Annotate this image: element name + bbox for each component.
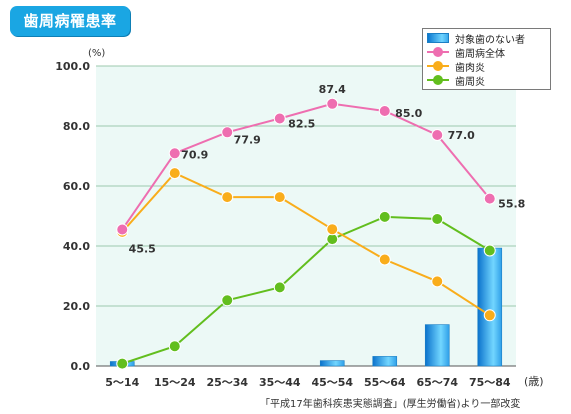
data-label-perio-total: 70.9 — [181, 148, 208, 161]
y-tick-label: 0.0 — [71, 360, 91, 373]
legend-label: 歯周炎 — [455, 76, 485, 88]
data-label-perio-total: 77.9 — [234, 133, 261, 146]
point-periodontitis — [483, 244, 496, 257]
x-tick-label: 75～84 — [469, 376, 511, 389]
point-gingivitis — [221, 191, 234, 204]
chart-title: 歯周病罹患率 — [23, 12, 117, 30]
x-tick-label: 15～24 — [154, 376, 196, 389]
bar-no-teeth — [477, 247, 503, 367]
point-perio-total — [378, 105, 391, 117]
point-perio-total — [483, 192, 496, 205]
legend-bar-swatch — [427, 33, 449, 43]
bar-no-teeth — [319, 360, 345, 367]
point-periodontitis — [378, 210, 391, 223]
point-perio-total — [273, 112, 286, 125]
data-label-perio-total: 55.8 — [498, 198, 525, 211]
point-perio-total — [116, 223, 129, 236]
legend-item-no-teeth: 対象歯のない者 — [427, 31, 525, 46]
legend-label: 対象歯のない者 — [455, 34, 525, 46]
point-perio-total — [431, 129, 444, 141]
x-tick-label: 55～64 — [364, 376, 406, 389]
point-perio-total — [326, 97, 339, 110]
x-tick-label: 45～54 — [311, 376, 353, 389]
line-gingivitis — [121, 171, 491, 317]
legend-label: 歯肉炎 — [455, 62, 485, 74]
point-gingivitis — [483, 309, 496, 322]
line-perio-total — [121, 102, 491, 231]
legend-line-swatch — [427, 61, 449, 71]
point-gingivitis — [326, 223, 339, 236]
point-periodontitis — [431, 213, 444, 225]
point-gingivitis — [168, 167, 181, 180]
data-label-perio-total: 77.0 — [448, 129, 475, 142]
plot-background — [96, 66, 516, 366]
bar-no-teeth — [372, 356, 398, 367]
legend-item-perio-total: 歯周病全体 — [427, 45, 505, 60]
legend-item-periodontitis: 歯周炎 — [427, 73, 485, 88]
x-unit-label: (歳) — [524, 375, 544, 388]
point-gingivitis — [273, 191, 286, 204]
source-note: 「平成17年歯科疾患実態調査」(厚生労働省)より一部改変 — [260, 399, 521, 410]
data-label-perio-total: 87.4 — [319, 83, 346, 96]
legend-label: 歯周病全体 — [455, 48, 505, 60]
line-periodontitis — [121, 215, 491, 365]
legend-line-swatch — [427, 75, 449, 85]
point-periodontitis — [116, 357, 129, 370]
title-badge: 歯周病罹患率 — [10, 6, 130, 36]
y-tick-label: 100.0 — [55, 60, 90, 73]
legend-item-gingivitis: 歯肉炎 — [427, 59, 485, 74]
x-tick-label: 65～74 — [416, 376, 458, 389]
y-tick-label: 80.0 — [63, 120, 90, 133]
point-perio-total — [221, 126, 234, 139]
chart-legend: 対象歯のない者 歯周病全体 歯肉炎 歯周炎 — [422, 28, 551, 90]
y-tick-label: 60.0 — [63, 180, 90, 193]
data-label-perio-total: 82.5 — [288, 118, 315, 131]
x-tick-label: 25～34 — [206, 376, 248, 389]
point-perio-total — [168, 147, 181, 160]
point-periodontitis — [273, 281, 286, 294]
data-label-perio-total: 85.0 — [395, 107, 422, 120]
point-periodontitis — [221, 294, 234, 307]
bar-no-teeth — [424, 324, 450, 367]
y-tick-label: 40.0 — [63, 240, 90, 253]
data-label-perio-total: 45.5 — [129, 243, 156, 256]
point-periodontitis — [168, 340, 181, 353]
x-tick-label: 5～14 — [105, 376, 139, 389]
y-tick-label: 20.0 — [63, 300, 90, 313]
legend-line-swatch — [427, 47, 449, 57]
point-periodontitis — [326, 233, 339, 246]
point-gingivitis — [431, 275, 444, 288]
point-gingivitis — [378, 253, 391, 266]
x-tick-label: 35～44 — [259, 376, 301, 389]
y-unit-label: (%) — [88, 48, 106, 59]
